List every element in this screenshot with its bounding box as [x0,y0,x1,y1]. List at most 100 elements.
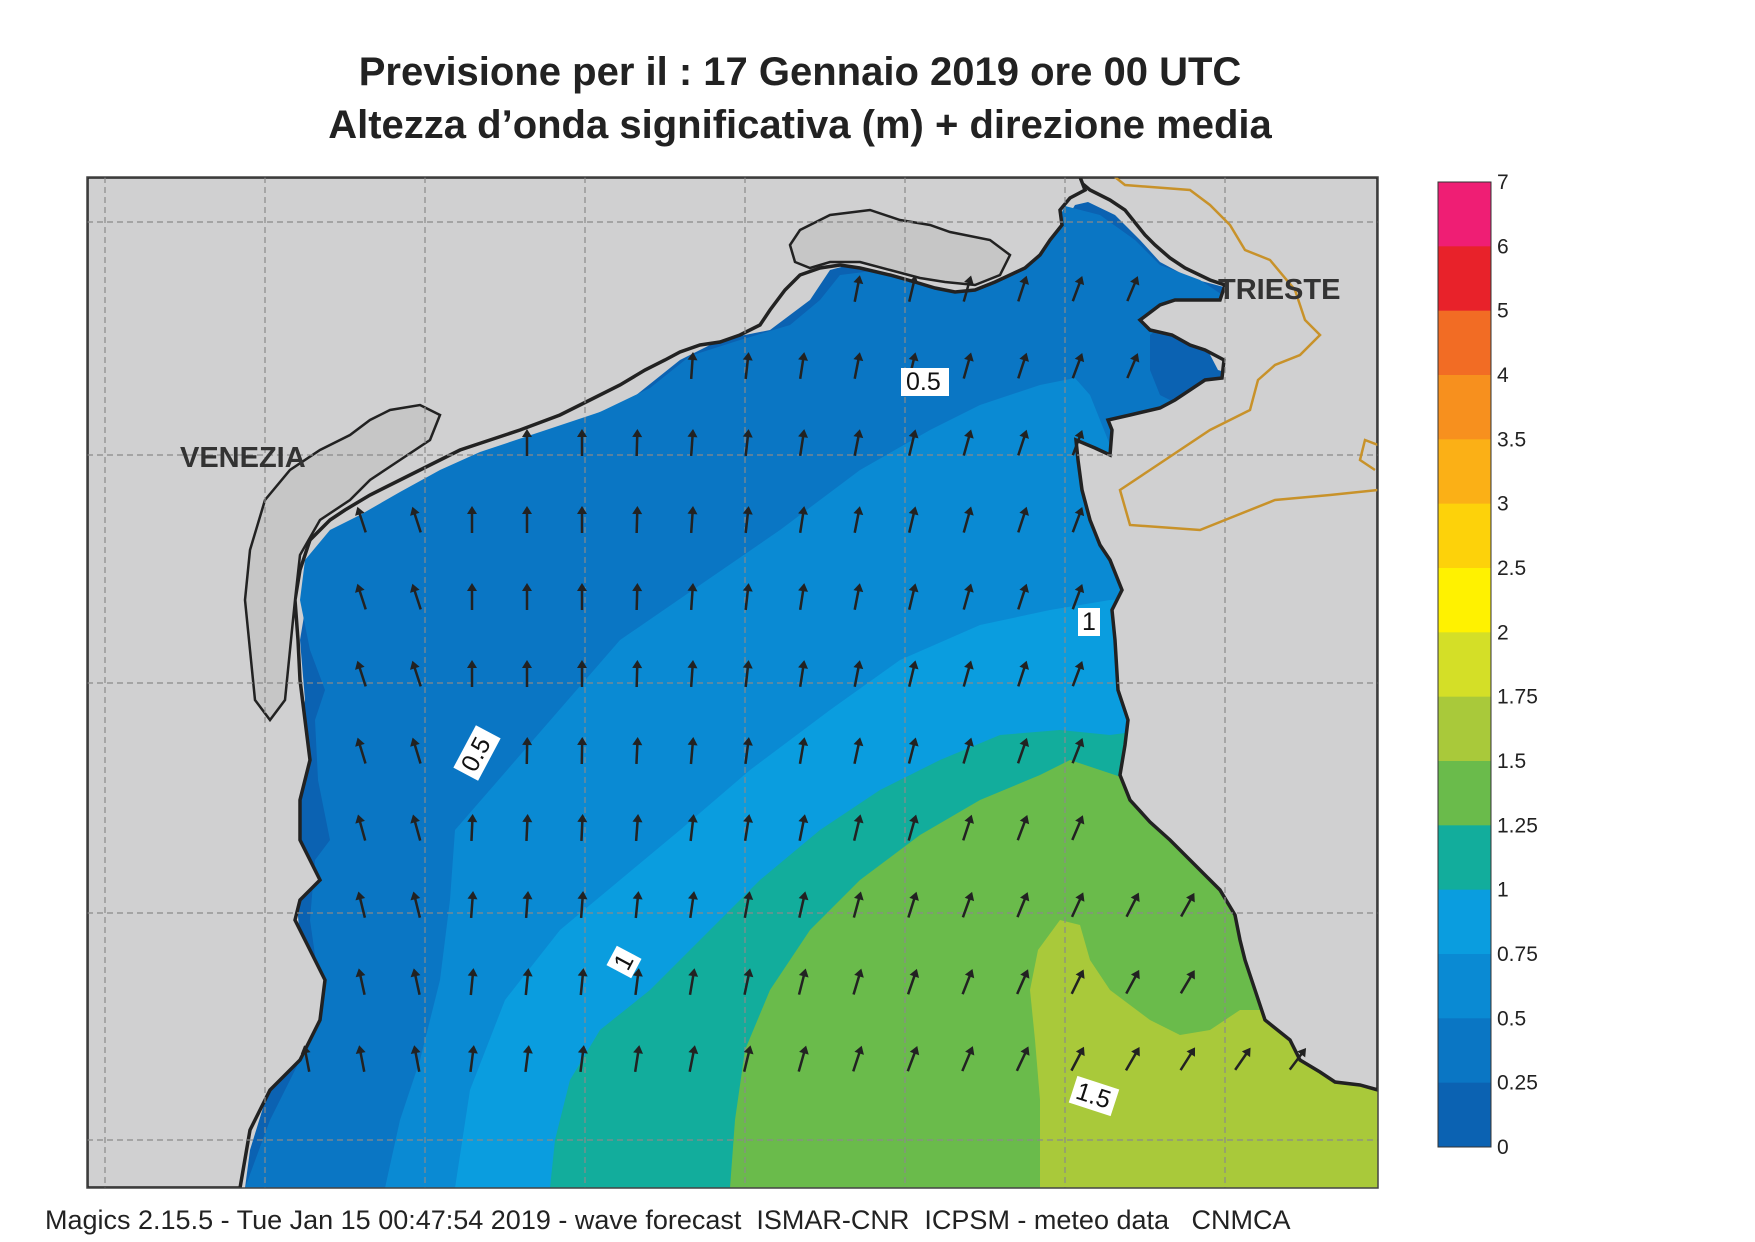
direction-arrow [632,814,643,842]
direction-arrow [797,1045,809,1072]
direction-arrow [522,1045,533,1073]
direction-arrow [577,583,587,610]
direction-arrow [522,506,532,533]
direction-arrow [1017,583,1029,610]
direction-arrow [962,814,974,841]
color-scale-swatch [1438,696,1491,762]
direction-arrow [355,737,367,764]
color-scale-border [1437,181,1492,1148]
direction-arrow [743,814,754,842]
svg-text:0.5: 0.5 [906,368,941,396]
direction-arrow [962,583,974,610]
direction-arrow [467,891,478,919]
color-scale-swatch [1438,1082,1491,1148]
direction-arrow [632,891,643,919]
direction-arrow [687,583,698,611]
direction-arrow [853,583,864,611]
direction-arrow [742,737,753,765]
direction-arrow [742,506,753,534]
direction-arrow [522,429,532,456]
color-scale-swatch [1438,375,1491,440]
direction-arrow [1017,352,1029,379]
direction-arrow [962,660,974,687]
color-scale-label: 4 [1497,364,1509,387]
direction-arrow [1125,969,1140,995]
color-scale-label: 5 [1497,300,1509,323]
direction-arrow [1179,1047,1196,1071]
direction-arrow [467,814,478,842]
direction-arrow [632,660,643,688]
direction-arrow [1070,969,1085,995]
direction-arrow [522,814,533,842]
direction-arrow [467,1045,478,1073]
direction-arrow [300,1045,311,1073]
direction-arrow [1234,1047,1251,1071]
direction-arrow [410,506,422,533]
color-scale-label: 0 [1497,1136,1509,1159]
svg-text:1: 1 [1082,608,1096,636]
direction-arrow [632,737,643,765]
direction-arrow [798,737,809,765]
direction-arrow [852,814,864,841]
direction-arrow [632,583,643,611]
direction-arrow [410,1045,421,1073]
direction-arrow [577,814,588,842]
direction-arrow [467,968,478,996]
color-scale-swatch [1438,954,1491,1019]
direction-arrow [742,660,753,688]
direction-arrow [853,429,864,457]
direction-arrow [1126,353,1140,379]
color-scale-label: 0.75 [1497,943,1538,966]
direction-arrow [410,737,422,764]
color-scale-label: 1.75 [1497,686,1538,709]
direction-arrow [522,583,532,610]
direction-arrow [908,275,919,302]
direction-arrow [962,352,974,379]
direction-arrow [577,660,587,687]
direction-arrow [797,968,809,995]
direction-arrow [687,506,698,534]
color-scale-swatch [1438,246,1491,312]
land-istria [1073,177,1378,1092]
wave-direction-arrows [300,275,1307,1073]
color-scale-swatch [1438,439,1491,505]
land-friuli [87,177,1088,1188]
color-scale-swatch [1438,1018,1491,1084]
direction-arrow [1017,506,1029,533]
direction-arrow [577,891,588,919]
direction-arrow [908,429,919,456]
direction-arrow [1071,352,1085,379]
direction-arrow [798,583,808,611]
direction-arrow [962,429,974,456]
footer-credits: Magics 2.15.5 - Tue Jan 15 00:47:54 2019… [45,1205,1291,1235]
direction-arrow [522,891,533,919]
direction-arrow [1016,737,1030,764]
direction-arrow [1071,815,1085,841]
direction-arrow [962,737,974,764]
color-scale: 7 6 5 4 3.5 3 2.5 2 1.75 1.5 1.25 1 0.75 0.5 0.25 0 [1437,171,1538,1159]
direction-arrow [742,1045,754,1072]
direction-arrow [852,968,864,995]
contour-label-1-east: 1 [1078,608,1100,636]
direction-arrow [1071,275,1085,302]
direction-arrow [410,814,422,841]
direction-arrow [798,814,809,842]
color-scale-label: 1 [1497,879,1509,902]
direction-arrow [687,429,698,457]
direction-arrow [522,737,533,765]
direction-arrow [410,968,421,995]
color-scale-swatch [1438,310,1491,376]
color-scale-label: 6 [1497,235,1509,258]
direction-arrow [1071,660,1085,687]
direction-arrow [577,968,588,996]
direction-arrow [853,660,864,688]
direction-arrow [908,583,919,610]
color-scale-label: 7 [1497,171,1509,194]
direction-arrow [1071,429,1085,456]
direction-arrow [853,352,864,380]
direction-arrow [1071,506,1085,533]
direction-arrow [1016,969,1030,995]
lagoon-venezia [243,403,442,723]
direction-arrow [908,506,919,533]
